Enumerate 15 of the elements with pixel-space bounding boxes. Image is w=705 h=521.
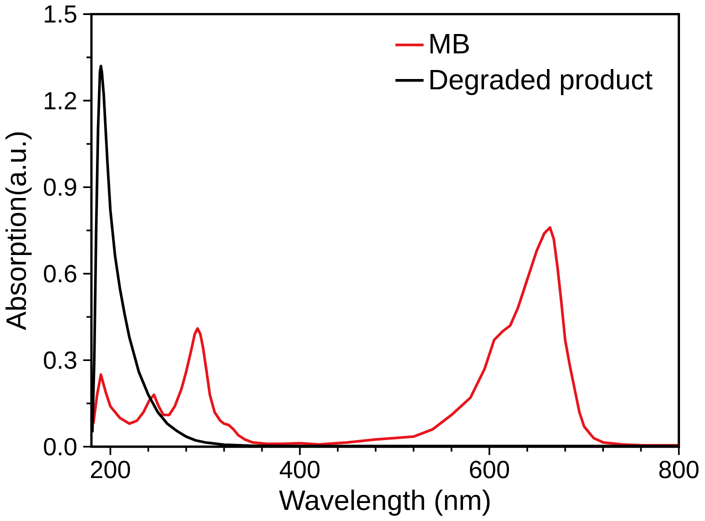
y-tick-label: 1.2 xyxy=(44,92,76,110)
legend-label: MB xyxy=(430,34,469,54)
y-tick-label: 0.9 xyxy=(44,178,76,196)
y-tick-label: 1.5 xyxy=(44,5,76,23)
x-tick-label: 400 xyxy=(280,460,320,478)
x-tick-label: 200 xyxy=(90,460,130,478)
y-tick-label: 0.3 xyxy=(44,351,76,369)
x-axis-title: Wavelength (nm) xyxy=(279,490,490,516)
x-tick-label: 600 xyxy=(470,460,510,478)
x-tick-label: 800 xyxy=(659,460,699,478)
legend-label: Degraded product xyxy=(430,68,652,95)
line-series xyxy=(92,226,679,446)
y-tick-label: 0.6 xyxy=(44,264,76,282)
y-tick-label: 0.0 xyxy=(44,438,76,456)
y-axis-title: Absorption(a.u.) xyxy=(6,132,32,330)
